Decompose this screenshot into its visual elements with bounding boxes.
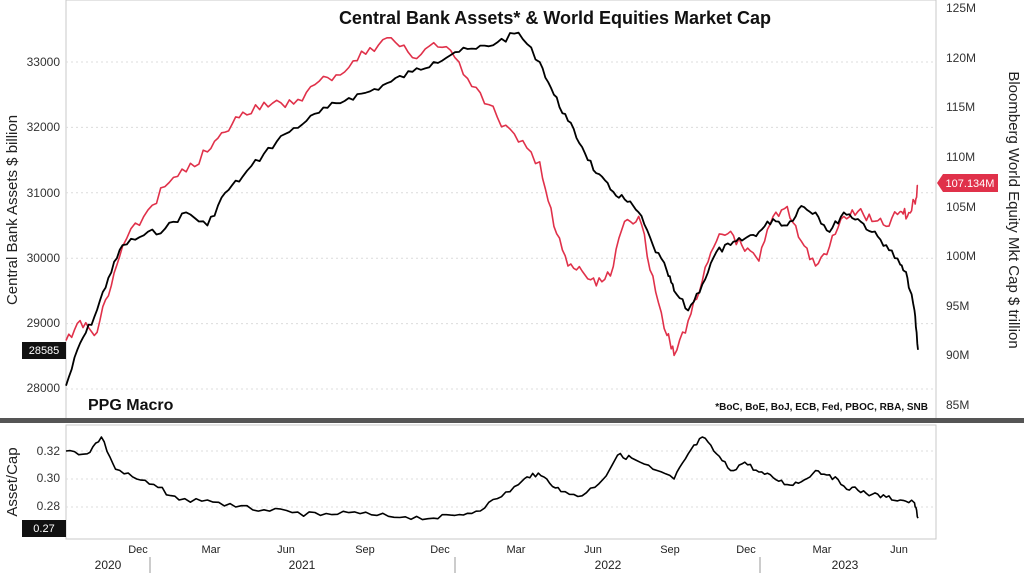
right-last-value-tag: 107.134M — [937, 174, 998, 192]
right-tick-label: 100M — [946, 249, 976, 263]
right-last-value-box — [937, 174, 998, 192]
x-year-label: 2020 — [95, 558, 122, 572]
lower-tick-label: 0.30 — [37, 471, 61, 485]
x-year-label: 2023 — [832, 558, 859, 572]
x-month-label: Mar — [813, 544, 832, 556]
right-last-value: 107.134M — [946, 178, 995, 190]
panel-divider — [0, 418, 1024, 423]
left-tick-label: 30000 — [27, 251, 61, 265]
right-tick-label: 115M — [946, 100, 975, 114]
x-month-label: Sep — [355, 544, 375, 556]
lower-tick-label: 0.28 — [37, 499, 61, 513]
right-tick-label: 125M — [946, 1, 976, 15]
x-year-label: 2021 — [289, 558, 316, 572]
left-tick-label: 29000 — [27, 316, 61, 330]
x-month-label: Dec — [128, 544, 148, 556]
asset-cap-ratio-line — [65, 436, 919, 521]
lower-plot-frame — [65, 424, 937, 540]
central-bank-line — [65, 31, 919, 386]
left-last-value-box — [22, 342, 66, 359]
right-axis-ticks: 85M 90M 95M 100M 105M 110M 115M 120M 125… — [946, 1, 976, 412]
left-last-value: 28585 — [29, 345, 60, 357]
left-axis-label: Central Bank Assets $ billion — [4, 115, 21, 305]
right-tick-label: 90M — [946, 348, 969, 362]
right-tick-label: 110M — [946, 150, 975, 164]
lower-last-value: 0.27 — [33, 523, 54, 535]
lower-last-value-box — [22, 520, 66, 537]
left-axis-ticks: 28000 29000 30000 31000 32000 33000 — [27, 55, 61, 395]
chart-title: Central Bank Assets* & World Equities Ma… — [339, 8, 771, 28]
x-axis-months: Dec Mar Jun Sep Dec Mar Jun Sep Dec Mar … — [128, 544, 908, 556]
world-equity-line — [65, 37, 919, 357]
footnote: *BoC, BoE, BoJ, ECB, Fed, PBOC, RBA, SNB — [715, 402, 928, 413]
right-tick-label: 120M — [946, 51, 976, 65]
x-year-label: 2022 — [595, 558, 622, 572]
lower-axis-ticks: 0.32 0.30 0.28 — [37, 444, 61, 513]
x-month-label: Dec — [736, 544, 756, 556]
right-tick-label: 95M — [946, 299, 969, 313]
x-month-label: Jun — [584, 544, 602, 556]
left-tick-label: 28000 — [27, 381, 61, 395]
x-month-label: Jun — [890, 544, 908, 556]
left-last-value-tag: 28585 — [22, 342, 66, 359]
brand-label: PPG Macro — [88, 397, 174, 414]
upper-gridlines — [66, 61, 936, 390]
lower-tick-label: 0.32 — [37, 444, 61, 458]
x-month-label: Sep — [660, 544, 680, 556]
lower-last-value-tag: 0.27 — [22, 520, 66, 537]
left-tick-label: 33000 — [27, 55, 61, 69]
upper-plot-frame — [65, 0, 937, 421]
right-tick-label: 105M — [946, 200, 976, 214]
left-tick-label: 31000 — [27, 186, 61, 200]
x-month-label: Mar — [202, 544, 221, 556]
left-tick-label: 32000 — [27, 120, 61, 134]
x-axis-years: 2020 2021 2022 2023 — [95, 557, 859, 573]
x-month-label: Dec — [430, 544, 450, 556]
right-axis-label: Bloomberg World Equity Mkt Cap $ trillio… — [1005, 71, 1022, 348]
lower-gridlines — [66, 450, 936, 508]
lower-axis-label: Asset/Cap — [4, 447, 21, 516]
x-month-label: Jun — [277, 544, 295, 556]
x-month-label: Mar — [507, 544, 526, 556]
right-tick-label: 85M — [946, 398, 969, 412]
